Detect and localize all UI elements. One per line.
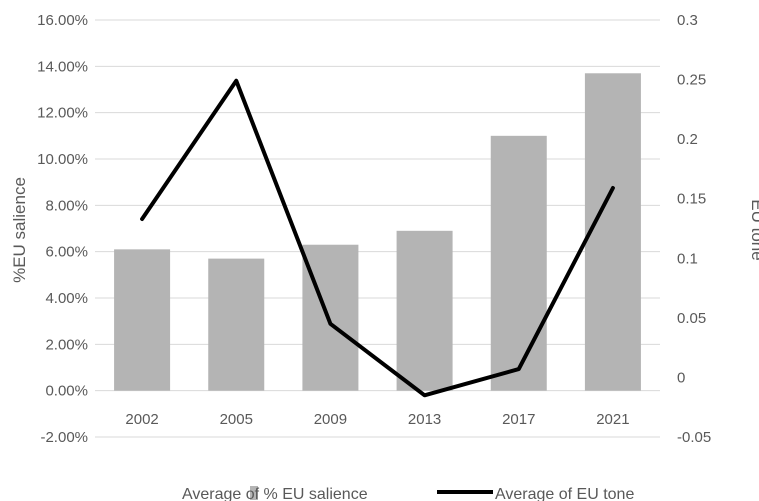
legend: Average of % EU salience Average of EU t…: [182, 486, 634, 501]
bar: [208, 258, 265, 391]
tone-line: [140, 78, 615, 398]
bar: [396, 230, 453, 391]
gridlines: [95, 19, 660, 438]
bar: [490, 135, 547, 391]
right-tick-label: 0.3: [677, 12, 698, 29]
left-tick-label: 16.00%: [37, 12, 88, 29]
right-tick-label: -0.05: [677, 429, 711, 446]
legend-label-line: Average of EU tone: [495, 486, 634, 501]
right-tick-label: 0.25: [677, 72, 706, 89]
x-tick-label: 2002: [125, 411, 158, 428]
x-tick-label: 2021: [596, 411, 629, 428]
x-tick-label: 2017: [502, 411, 535, 428]
left-tick-label: 10.00%: [37, 151, 88, 168]
left-tick-label: 14.00%: [37, 58, 88, 75]
legend-label-bar: Average of % EU salience: [182, 486, 368, 501]
left-axis-title: %EU salience: [10, 177, 29, 283]
x-tick-label: 2013: [408, 411, 441, 428]
left-tick-label: 6.00%: [45, 244, 88, 261]
left-tick-label: 0.00%: [45, 383, 88, 400]
right-axis-title: EU tone: [748, 199, 759, 260]
left-tick-label: 2.00%: [45, 336, 88, 353]
right-tick-label: 0.2: [677, 131, 698, 148]
right-tick-label: 0.05: [677, 310, 706, 327]
left-tick-label: -2.00%: [40, 429, 88, 446]
line-series: [140, 78, 615, 398]
legend-swatch-bar: [250, 486, 258, 500]
right-tick-label: 0: [677, 369, 685, 386]
left-tick-label: 12.00%: [37, 105, 88, 122]
right-tick-label: 0.15: [677, 191, 706, 208]
right-axis-ticks: -0.05 0 0.05 0.1 0.15 0.2 0.25 0.3: [677, 12, 711, 446]
x-tick-label: 2005: [220, 411, 253, 428]
left-tick-label: 8.00%: [45, 197, 88, 214]
left-axis-ticks: -2.00% 0.00% 2.00% 4.00% 6.00% 8.00% 10.00% 12.…: [37, 12, 88, 446]
bar: [114, 249, 171, 391]
left-tick-label: 4.00%: [45, 290, 88, 307]
x-tick-label: 2009: [314, 411, 347, 428]
right-tick-label: 0.1: [677, 250, 698, 267]
bar: [584, 73, 641, 391]
x-axis-ticks: 2002 2005 2009 2013 2017 2021: [125, 411, 629, 428]
bar-series: [114, 73, 641, 391]
bar: [302, 244, 359, 391]
